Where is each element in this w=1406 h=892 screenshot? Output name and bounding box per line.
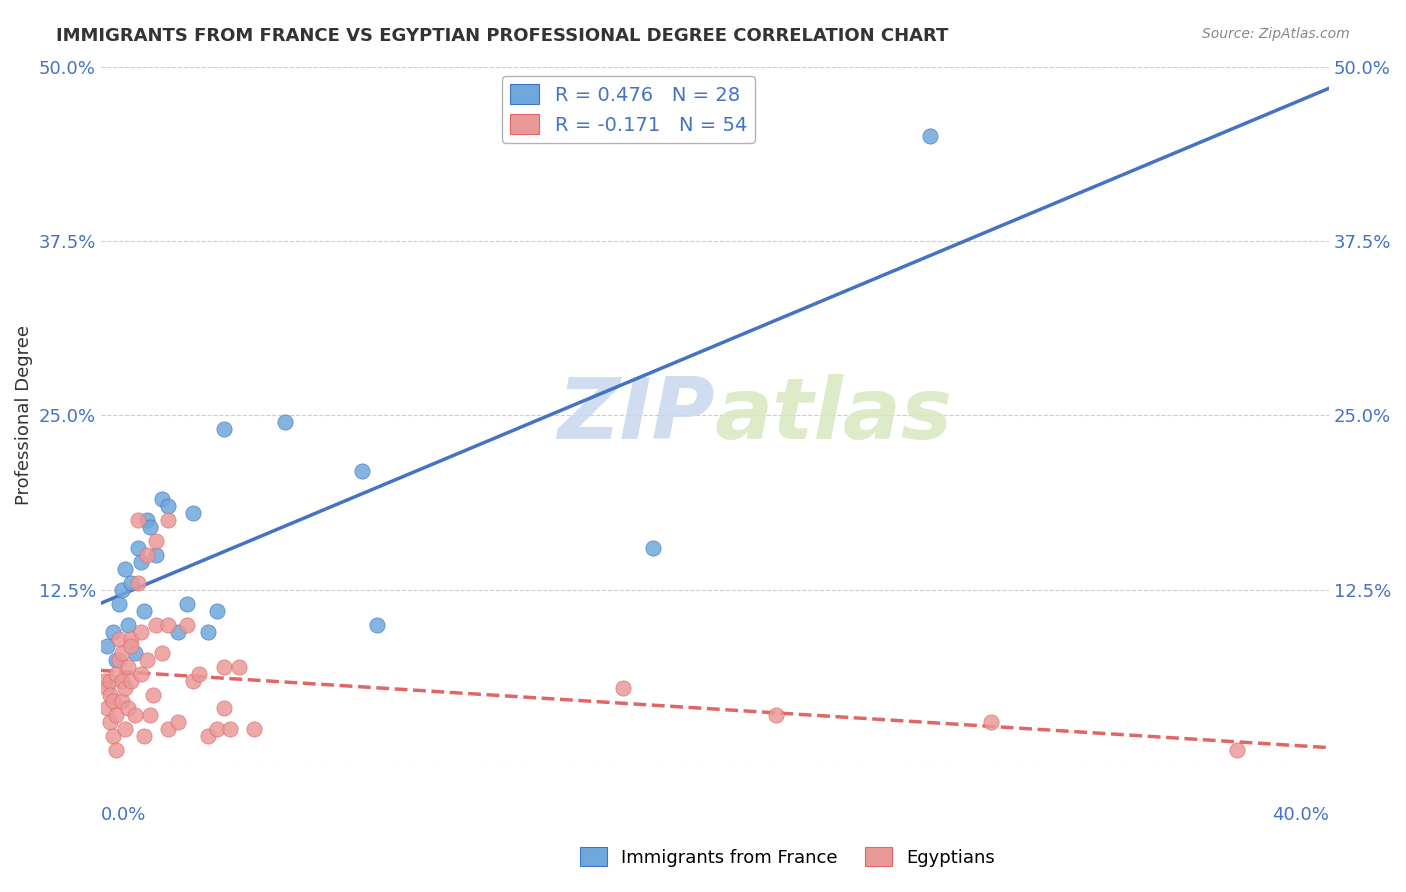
Point [127,541,149,555]
Text: 0.0%: 0.0% [101,806,146,824]
Point [135,652,157,666]
Point [111,646,134,660]
Point [135,513,157,527]
Point [157,499,180,513]
Point [105,743,128,757]
Legend: R = 0.476   N = 28, R = -0.171   N = 54: R = 0.476 N = 28, R = -0.171 N = 54 [502,77,755,143]
Point [212,701,235,715]
Point [93,673,115,688]
Point [111,673,134,688]
Point [121,632,143,646]
Point [105,652,128,666]
Text: Source: ZipAtlas.com: Source: ZipAtlas.com [1202,27,1350,41]
Point [145,534,167,549]
Point [117,659,139,673]
Point [350,464,373,478]
Point [207,723,229,737]
Point [643,541,665,555]
Point [124,708,146,723]
Point [114,723,136,737]
Point [176,597,198,611]
Point [105,666,128,681]
Point [129,555,152,569]
Point [218,723,240,737]
Point [114,681,136,695]
Point [176,617,198,632]
Point [127,513,149,527]
Point [980,715,1002,730]
Point [918,129,941,144]
Point [132,604,155,618]
Point [101,694,124,708]
Point [166,715,188,730]
Point [181,506,204,520]
Point [124,646,146,660]
Point [132,730,155,744]
Point [117,701,139,715]
Point [166,624,188,639]
Point [108,632,131,646]
Y-axis label: Professional Degree: Professional Degree [15,326,32,506]
Point [121,639,143,653]
Point [117,617,139,632]
Text: atlas: atlas [714,374,953,457]
Point [129,624,152,639]
Text: ZIP: ZIP [557,374,714,457]
Point [197,624,219,639]
Text: 40.0%: 40.0% [1272,806,1329,824]
Point [612,681,634,695]
Point [96,681,118,695]
Point [188,666,211,681]
Point [96,701,118,715]
Point [142,688,165,702]
Point [207,604,229,618]
Point [157,617,180,632]
Point [129,666,152,681]
Point [765,708,787,723]
Point [212,422,235,436]
Point [98,688,121,702]
Point [150,492,173,507]
Point [139,708,162,723]
Point [274,416,297,430]
Point [366,617,388,632]
Point [150,646,173,660]
Point [101,730,124,744]
Point [111,694,134,708]
Point [243,723,266,737]
Point [108,597,131,611]
Point [98,673,121,688]
Point [212,659,235,673]
Point [98,715,121,730]
Point [1226,743,1249,757]
Point [157,723,180,737]
Point [114,562,136,576]
Point [121,575,143,590]
Legend: Immigrants from France, Egyptians: Immigrants from France, Egyptians [572,840,1002,874]
Point [145,617,167,632]
Point [181,673,204,688]
Point [105,708,128,723]
Point [139,520,162,534]
Point [108,652,131,666]
Point [96,639,118,653]
Point [101,624,124,639]
Point [157,513,180,527]
Point [228,659,250,673]
Point [127,575,149,590]
Point [111,582,134,597]
Point [197,730,219,744]
Point [145,548,167,562]
Point [135,548,157,562]
Point [121,673,143,688]
Text: IMMIGRANTS FROM FRANCE VS EGYPTIAN PROFESSIONAL DEGREE CORRELATION CHART: IMMIGRANTS FROM FRANCE VS EGYPTIAN PROFE… [56,27,949,45]
